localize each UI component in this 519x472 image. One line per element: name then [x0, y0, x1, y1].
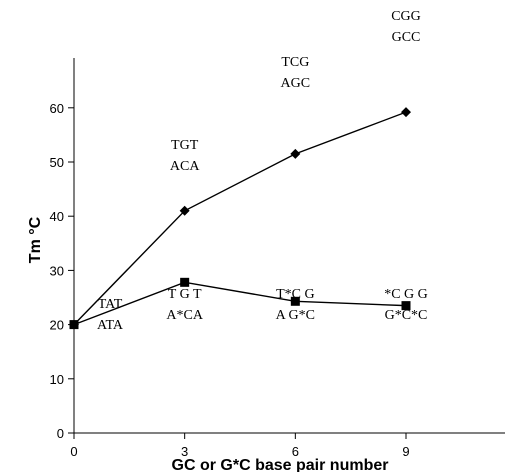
square-point	[180, 277, 190, 287]
y-axis-title: Tm °C	[27, 216, 44, 263]
top-annotation-line1: CGG	[391, 9, 421, 24]
annotations: TGT ACA TCG AGC CGG GCC TAT ATA T G T A*CA T*C G A …	[97, 9, 428, 333]
y-tick-label: 20	[50, 318, 64, 333]
bottom-annotation-line1: TAT	[98, 297, 123, 312]
series-1-line	[73, 111, 407, 326]
square-point	[69, 320, 79, 330]
y-tick-label: 60	[50, 101, 64, 116]
top-annotation-line1: TCG	[281, 55, 309, 70]
y-tick-label: 50	[50, 155, 64, 170]
y-tick-label: 30	[50, 263, 64, 278]
y-ticks: 0 10 20 30 40 50 60	[50, 101, 74, 441]
diamond-point	[401, 107, 412, 118]
series-2-line	[73, 281, 407, 326]
bottom-annotation-line2: A*CA	[166, 308, 203, 323]
y-tick-label: 40	[50, 209, 64, 224]
x-tick-label: 0	[70, 444, 77, 459]
diamond-point	[290, 148, 301, 159]
bottom-annotation-line2: ATA	[97, 318, 124, 333]
bottom-annotation-line2: G*C*C	[385, 308, 428, 323]
x-tick-label: 3	[181, 444, 188, 459]
axes	[73, 58, 505, 434]
square-point	[401, 301, 411, 311]
x-axis-title: GC or G*C base pair number	[172, 457, 389, 472]
square-point	[290, 296, 300, 306]
bottom-annotation-line1: T G T	[168, 287, 202, 302]
top-annotation-line2: GCC	[392, 30, 421, 45]
top-annotation-line1: TGT	[171, 138, 199, 153]
series-layer	[69, 107, 412, 330]
diamond-point	[179, 205, 190, 216]
bottom-annotation-line1: T*C G	[276, 287, 315, 302]
bottom-annotation-line2: A G*C	[276, 308, 315, 323]
x-tick-label: 6	[292, 444, 299, 459]
x-tick-label: 9	[402, 444, 409, 459]
y-tick-label: 0	[57, 426, 64, 441]
y-tick-label: 10	[50, 372, 64, 387]
top-annotation-line2: AGC	[281, 76, 311, 91]
bottom-annotation-line1: *C G G	[384, 287, 428, 302]
top-annotation-line2: ACA	[170, 159, 200, 174]
x-ticks: 0 3 6 9	[70, 433, 410, 459]
